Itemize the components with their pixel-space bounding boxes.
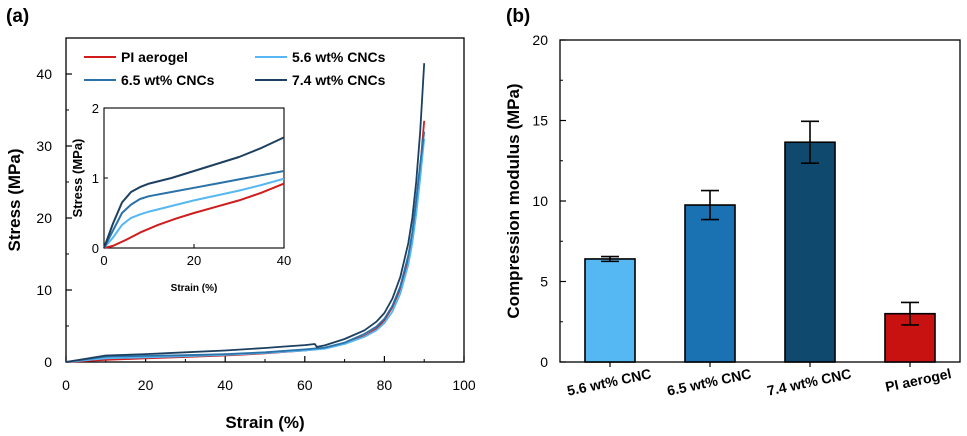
bar-6-5-wt-cnc	[684, 204, 736, 363]
inset-y-tick-label: 1	[92, 171, 99, 186]
panel-a-y-tick-label: 20	[36, 210, 52, 226]
panel-a-y-tick-label: 10	[36, 282, 52, 298]
inset-y-tick-label: 2	[92, 101, 99, 116]
panel-a-y-tick-label: 0	[44, 354, 52, 370]
inset-x-tick-label: 20	[187, 253, 201, 268]
panel-a-x-axis-label: Strain (%)	[225, 413, 304, 432]
legend: PI aerogel 5.6 wt% CNCs 6.5 wt% CNCs 7.4…	[84, 49, 386, 88]
panel-a-y-tick-label: 40	[36, 66, 52, 82]
panel-b-y-tick-label: 10	[532, 193, 548, 209]
panel-a-label: (a)	[6, 6, 29, 27]
inset-series-line-pi-aerogel	[103, 182, 285, 249]
panel-b-y-tick-label: 15	[532, 113, 548, 129]
legend-label-5-6-cncs: 5.6 wt% CNCs	[292, 49, 386, 65]
inset-x-tick-label: 40	[277, 253, 291, 268]
series-line-7-4-wt-cncs	[65, 63, 426, 363]
panel-a-x-tick-label: 40	[217, 377, 233, 393]
panel-b-x-tick-label: 7.4 wt% CNC	[766, 365, 853, 398]
panel-a-x-tick-label: 20	[138, 377, 154, 393]
panel-a-y-tick-label: 30	[36, 138, 52, 154]
panel-a-x-tick-label: 80	[377, 377, 393, 393]
panel-b-y-tick-label: 0	[540, 354, 548, 370]
series-line-6-5-wt-cncs	[65, 131, 426, 363]
legend-label-pi-aerogel: PI aerogel	[121, 49, 188, 65]
legend-label-6-5-cncs: 6.5 wt% CNCs	[121, 72, 215, 88]
inset-series-line-6-5-wt-cncs	[103, 170, 285, 249]
panel-b-label: (b)	[506, 6, 530, 27]
inset-x-axis-label: Strain (%)	[171, 283, 218, 294]
inset-y-axis-label: Stress (MPa)	[70, 139, 85, 218]
panel-a-y-axis-label: Stress (MPa)	[5, 149, 24, 252]
inset-series-line-5-6-wt-cncs	[103, 177, 285, 249]
panel-b-y-tick-label: 5	[540, 274, 548, 290]
panel-b-y-tick-label: 20	[532, 32, 548, 48]
inset-x-tick-label: 0	[100, 253, 107, 268]
inset-y-tick-label: 0	[92, 241, 99, 256]
panel-b-y-axis-label: Compression modulus (MPa)	[504, 83, 523, 318]
bar-5-6-wt-cnc	[584, 258, 636, 363]
panel-b-x-tick-label: 6.5 wt% CNC	[666, 365, 753, 398]
legend-label-7-4-cncs: 7.4 wt% CNCs	[292, 72, 386, 88]
series-line-5-6-wt-cncs	[65, 138, 426, 363]
panel-a-x-tick-label: 60	[297, 377, 313, 393]
panel-a-x-tick-label: 0	[62, 377, 70, 393]
inset-series-line-7-4-wt-cncs	[103, 136, 285, 249]
inset-plot-frame	[103, 107, 285, 249]
panel-b-bar-chart: (b) 0 5 10 15 20 5.6 wt% CNC 6.5 wt% CNC 7.4 w…	[504, 6, 961, 399]
inset-chart: 0 20 40 0 1 2 Strain (%) Stress (MPa)	[70, 101, 291, 294]
panel-b-x-tick-label: 5.6 wt% CNC	[566, 365, 653, 398]
bar-7-4-wt-cnc	[784, 141, 836, 363]
panel-b-x-tick-label: PI aerogel	[884, 365, 953, 395]
panel-a-x-tick-label: 100	[452, 377, 476, 393]
